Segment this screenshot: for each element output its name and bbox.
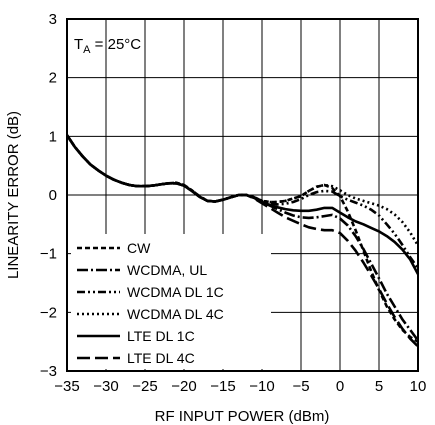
x-tick-label: −15 bbox=[210, 378, 235, 395]
annotation-subscript: A bbox=[83, 44, 91, 56]
x-tick-label: −35 bbox=[54, 378, 79, 395]
legend-label: CW bbox=[127, 240, 151, 256]
x-axis-label: RF INPUT POWER (dBm) bbox=[155, 408, 330, 425]
x-tick-labels: −35 −30 −25 −20 −15 −10 −5 0 5 10 bbox=[54, 378, 426, 395]
x-tick-label: 0 bbox=[336, 378, 344, 395]
y-tick-label: −2 bbox=[40, 304, 57, 321]
legend-label: WCDMA DL 4C bbox=[127, 306, 224, 322]
plot-frame bbox=[66, 18, 419, 372]
temperature-annotation: TA = 25°C bbox=[74, 36, 141, 56]
legend-label: WCDMA DL 1C bbox=[127, 284, 224, 300]
legend-label: LTE DL 1C bbox=[127, 328, 195, 344]
y-tick-label: 0 bbox=[49, 187, 57, 204]
annotation-prefix: T bbox=[74, 36, 83, 53]
y-tick-label: −1 bbox=[40, 246, 57, 263]
y-axis-label: LINEARITY ERROR (dB) bbox=[5, 111, 22, 279]
legend: CW WCDMA, UL WCDMA DL 1C WCDMA DL 4C LTE DL … bbox=[77, 240, 224, 366]
y-tick-label: 3 bbox=[49, 11, 57, 28]
x-tick-label: −25 bbox=[132, 378, 157, 395]
x-tick-label: −20 bbox=[171, 378, 196, 395]
y-tick-label: −3 bbox=[40, 363, 57, 380]
series-layer bbox=[65, 134, 420, 348]
x-tick-label: 5 bbox=[375, 378, 383, 395]
y-tick-labels: −3 −2 −1 0 1 2 3 bbox=[40, 11, 57, 380]
legend-label: LTE DL 4C bbox=[127, 350, 195, 366]
y-tick-label: 1 bbox=[49, 128, 57, 145]
legend-label: WCDMA, UL bbox=[127, 262, 207, 278]
series-line bbox=[65, 134, 419, 348]
x-tick-label: −5 bbox=[292, 378, 309, 395]
x-tick-label: −30 bbox=[93, 378, 118, 395]
annotation-suffix: = 25°C bbox=[91, 36, 142, 53]
y-tick-label: 2 bbox=[49, 70, 57, 87]
x-tick-label: −10 bbox=[249, 378, 274, 395]
x-tick-label: 10 bbox=[410, 378, 427, 395]
legend-background bbox=[71, 234, 271, 369]
